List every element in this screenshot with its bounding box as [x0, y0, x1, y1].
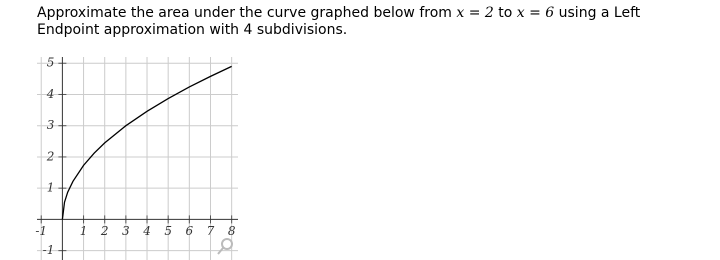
x-tick-label: 1 [80, 224, 88, 238]
x-tick-label: 6 [186, 224, 194, 238]
zoom-icon[interactable] [217, 238, 233, 255]
question-text: using a Left Endpoint approximation with… [37, 5, 641, 38]
x-tick-label: -1 [35, 224, 47, 238]
y-tick-label: 5 [47, 56, 55, 70]
question-text: Approximate the area under the curve gra… [37, 5, 457, 21]
x-tick-label: 7 [207, 224, 215, 238]
y-tick-label: 1 [47, 181, 55, 195]
x-tick-label: 2 [100, 224, 109, 238]
x-tick-label: 3 [122, 224, 130, 238]
question-text: to [493, 5, 517, 21]
x-tick-label: 4 [142, 224, 151, 238]
y-tick-label: 3 [47, 118, 55, 132]
y-tick-label: -1 [43, 243, 55, 257]
math: x = 6 [516, 5, 555, 21]
x-tick-label: 8 [228, 224, 236, 238]
math: x = 2 [456, 5, 494, 21]
y-tick-label: 4 [46, 87, 55, 101]
curve [61, 65, 232, 220]
question: Approximate the area under the curve gra… [37, 5, 697, 39]
y-tick-label: 2 [46, 149, 55, 163]
x-tick-label: 5 [164, 224, 172, 238]
